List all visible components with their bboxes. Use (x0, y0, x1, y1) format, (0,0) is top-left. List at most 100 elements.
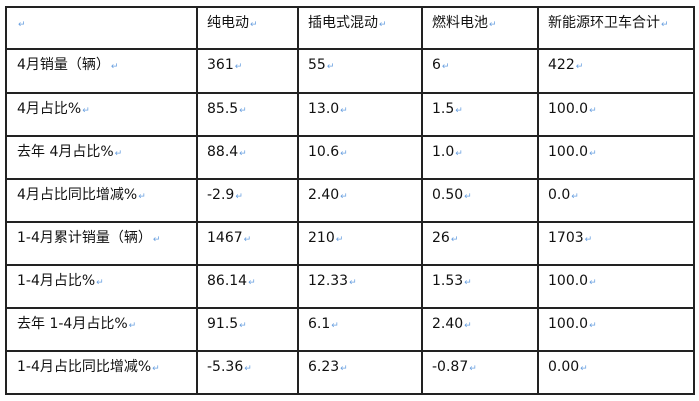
table-cell: 去年 1-4月占比% (5, 307, 198, 352)
table-cell: 4月占比同比增减% (5, 178, 198, 223)
cell-text: 100.0 (548, 273, 597, 289)
cell-text: 13.0 (308, 101, 348, 117)
table-cell: 100.0 (537, 135, 695, 180)
cell-text: 100.0 (548, 144, 597, 160)
table-cell: 100.0 (537, 264, 695, 309)
table-cell: 100.0 (537, 307, 695, 352)
table-row: 去年 1-4月占比% 91.5 6.1 2.40 100.0 (5, 307, 695, 352)
table-cell: 1.5 (421, 92, 539, 137)
table-cell: 6.1 (297, 307, 423, 352)
cell-text: 10.6 (308, 144, 348, 160)
cell-text: 4月占比同比增减% (17, 187, 146, 203)
cell-text: 1-4月占比% (17, 273, 104, 289)
table-cell: 4月占比% (5, 92, 198, 137)
header-cell: 纯电动 (196, 6, 299, 50)
table-cell: 26 (421, 221, 539, 266)
table-cell: 12.33 (297, 264, 423, 309)
table-cell: 361 (196, 48, 299, 94)
cell-text: -0.87 (432, 359, 477, 375)
cell-text: 1-4月累计销量（辆） (17, 230, 160, 246)
table-cell: 13.0 (297, 92, 423, 137)
table-cell: 2.40 (297, 178, 423, 223)
table-cell: 6 (421, 48, 539, 94)
table-cell: 0.0 (537, 178, 695, 223)
header-cell: 新能源环卫车合计 (537, 6, 695, 50)
table-row: 4月占比% 85.5 13.0 1.5 100.0 (5, 92, 695, 137)
cell-text: 1.5 (432, 101, 463, 117)
table-cell: 1.0 (421, 135, 539, 180)
table-row: 去年 4月占比% 88.4 10.6 1.0 100.0 (5, 135, 695, 180)
table-cell: 86.14 (196, 264, 299, 309)
table-cell: 1703 (537, 221, 695, 266)
table-cell: 88.4 (196, 135, 299, 180)
cell-text: 插电式混动 (308, 15, 387, 31)
table-cell: 91.5 (196, 307, 299, 352)
cell-text: -2.9 (207, 187, 243, 203)
table-cell: 55 (297, 48, 423, 94)
cell-text: 2.40 (432, 316, 472, 332)
cell-text: 4月销量（辆） (17, 57, 118, 73)
cell-text: 1.0 (432, 144, 463, 160)
cell-text: -5.36 (207, 359, 252, 375)
table-cell: 2.40 (421, 307, 539, 352)
cell-text: 0.00 (548, 359, 588, 375)
cell-text: 210 (308, 230, 343, 246)
cell-text: 100.0 (548, 316, 597, 332)
cell-text: 1467 (207, 230, 251, 246)
table-cell: 210 (297, 221, 423, 266)
cell-text: 91.5 (207, 316, 247, 332)
cell-text: 去年 4月占比% (17, 144, 122, 160)
table-cell: -2.9 (196, 178, 299, 223)
cell-text: 1-4月占比同比增减% (17, 359, 160, 375)
header-row: 纯电动 插电式混动 燃料电池 新能源环卫车合计 (5, 6, 695, 50)
cell-text: 26 (432, 230, 458, 246)
table-cell: 1-4月占比% (5, 264, 198, 309)
table-cell: -5.36 (196, 350, 299, 395)
cell-text: 去年 1-4月占比% (17, 316, 136, 332)
header-cell (5, 6, 198, 50)
table-row: 1-4月累计销量（辆） 1467 210 26 1703 (5, 221, 695, 266)
sales-share-table: 纯电动 插电式混动 燃料电池 新能源环卫车合计 4月销量（辆） 361 55 6 422 4月占比… (5, 6, 695, 395)
table-cell: 422 (537, 48, 695, 94)
table-cell: 1467 (196, 221, 299, 266)
cell-text: 4月占比% (17, 101, 90, 117)
cell-text (17, 15, 26, 31)
table-cell: 6.23 (297, 350, 423, 395)
cell-text: 6.23 (308, 359, 348, 375)
table-cell: 85.5 (196, 92, 299, 137)
table-cell: 去年 4月占比% (5, 135, 198, 180)
table-cell: 0.00 (537, 350, 695, 395)
cell-text: 纯电动 (207, 15, 258, 31)
table-cell: 4月销量（辆） (5, 48, 198, 94)
cell-text: 88.4 (207, 144, 247, 160)
cell-text: 55 (308, 57, 334, 73)
cell-text: 6.1 (308, 316, 339, 332)
cell-text: 新能源环卫车合计 (548, 15, 669, 31)
table-row: 1-4月占比% 86.14 12.33 1.53 100.0 (5, 264, 695, 309)
table-cell: 1.53 (421, 264, 539, 309)
header-cell: 燃料电池 (421, 6, 539, 50)
table-cell: -0.87 (421, 350, 539, 395)
table-cell: 10.6 (297, 135, 423, 180)
cell-text: 1.53 (432, 273, 472, 289)
table-cell: 1-4月占比同比增减% (5, 350, 198, 395)
table-cell: 1-4月累计销量（辆） (5, 221, 198, 266)
cell-text: 100.0 (548, 101, 597, 117)
cell-text: 0.50 (432, 187, 472, 203)
cell-text: 85.5 (207, 101, 247, 117)
cell-text: 361 (207, 57, 242, 73)
table-cell: 0.50 (421, 178, 539, 223)
cell-text: 2.40 (308, 187, 348, 203)
cell-text: 燃料电池 (432, 15, 497, 31)
table-row: 4月销量（辆） 361 55 6 422 (5, 48, 695, 94)
header-cell: 插电式混动 (297, 6, 423, 50)
table-cell: 100.0 (537, 92, 695, 137)
cell-text: 12.33 (308, 273, 357, 289)
cell-text: 0.0 (548, 187, 579, 203)
cell-text: 86.14 (207, 273, 256, 289)
table-row: 1-4月占比同比增减% -5.36 6.23 -0.87 0.00 (5, 350, 695, 395)
cell-text: 422 (548, 57, 583, 73)
cell-text: 1703 (548, 230, 592, 246)
cell-text: 6 (432, 57, 449, 73)
table-row: 4月占比同比增减% -2.9 2.40 0.50 0.0 (5, 178, 695, 223)
